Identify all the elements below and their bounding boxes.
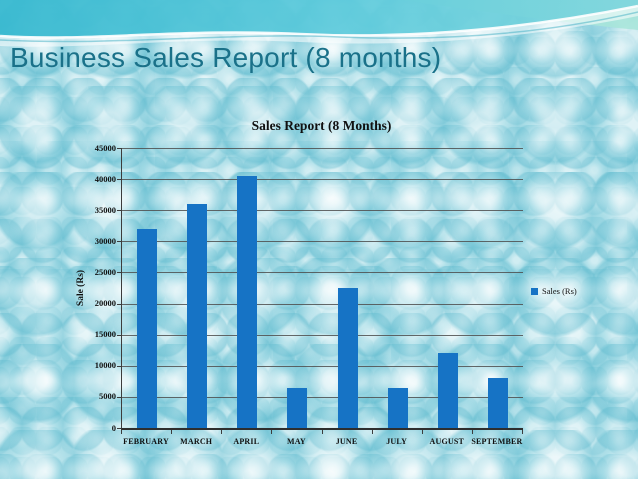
y-axis-tick [117,365,121,367]
y-axis-label: 20000 [94,298,116,309]
y-axis-label: 40000 [94,173,116,184]
gridline [122,272,523,274]
x-axis-label: MARCH [180,437,213,446]
x-axis-tick [221,430,223,434]
x-axis-tick [321,430,323,434]
y-axis-tick [117,210,121,212]
x-axis-label: FEBRUARY [123,437,169,446]
y-axis-label: 15000 [94,329,116,340]
y-axis-tick [117,148,121,149]
gridline [122,303,523,305]
y-axis-tick [117,396,121,398]
y-axis-label: 0 [111,422,116,433]
x-axis-label: JUNE [335,437,358,446]
x-axis-tick [522,430,523,434]
x-axis-label: AUGUST [429,437,465,446]
y-axis-label: 35000 [94,204,116,215]
bar-march [187,204,208,428]
y-axis-label: 25000 [94,266,116,277]
x-axis-tick [421,430,423,434]
y-axis-label: 30000 [94,235,116,246]
wave-decoration-icon [0,0,638,47]
bar-may [287,387,308,428]
bar-june [337,288,358,428]
slide-title: Business Sales Report (8 months) [10,42,442,73]
y-axis-tick [117,334,121,336]
legend: Sales (Rs) [531,286,577,296]
y-axis-tick [117,179,121,181]
x-axis-label: MAY [286,437,306,446]
x-axis-label: APRIL [233,437,260,446]
y-axis-tick [117,303,121,305]
y-axis-tick [117,241,121,243]
gridline [122,210,523,212]
bar-february [137,228,158,428]
y-axis-tick [117,272,121,274]
top-band-decoration [0,0,638,54]
plot-area [121,148,523,430]
gridline [122,365,523,367]
legend-marker-icon [531,287,538,295]
y-axis-tick [117,428,121,429]
gridline [122,241,523,243]
gridline [122,334,523,336]
x-axis-tick [171,430,173,434]
gridline [122,396,523,398]
x-axis-tick [371,430,373,434]
bar-september [487,378,508,428]
x-axis-label: SEPTEMBER [471,437,523,446]
legend-label: Sales (Rs) [542,286,577,296]
x-axis-tick [471,430,473,434]
gridline [122,179,523,181]
x-axis-label: JULY [386,437,408,446]
y-axis-label: 10000 [94,360,116,371]
bar-april [237,176,258,428]
chart-title: Sales Report (8 Months) [251,118,392,133]
y-axis-label: 45000 [94,142,116,153]
gridline [122,148,523,149]
bar-july [387,387,408,428]
bar-august [437,353,458,428]
x-axis-tick [121,430,122,434]
y-axis-label: 5000 [99,391,116,402]
x-axis-tick [271,430,273,434]
